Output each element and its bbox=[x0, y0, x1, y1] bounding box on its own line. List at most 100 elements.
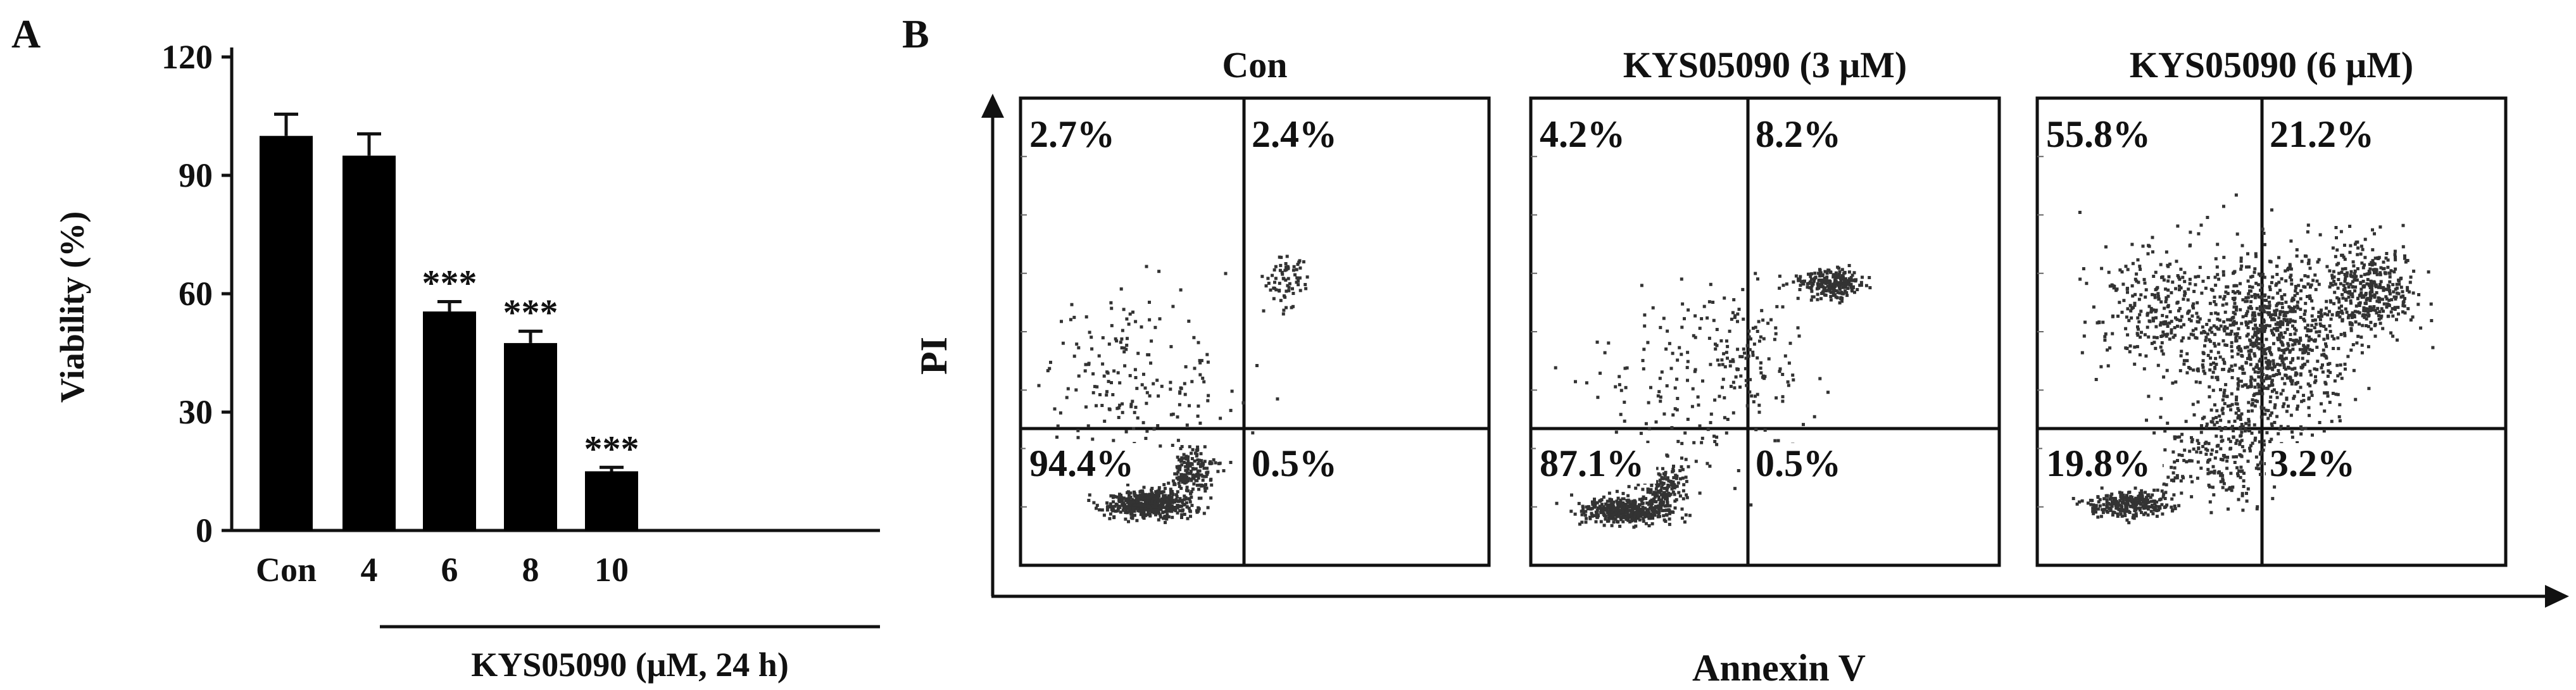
event-dot bbox=[1721, 363, 1725, 367]
event-dot bbox=[1169, 345, 1173, 349]
event-dot bbox=[1199, 452, 1203, 456]
event-dot bbox=[2237, 344, 2241, 348]
event-dot bbox=[2282, 363, 2286, 367]
event-dot bbox=[2208, 328, 2212, 332]
event-dot bbox=[2378, 322, 2382, 325]
event-dot bbox=[2291, 367, 2294, 371]
event-dot bbox=[1084, 405, 1088, 409]
event-dot bbox=[2133, 303, 2137, 307]
event-dot bbox=[2386, 315, 2390, 318]
event-dot bbox=[2311, 306, 2315, 310]
event-dot bbox=[2299, 386, 2303, 389]
event-dot bbox=[1143, 499, 1147, 503]
event-dot bbox=[1617, 511, 1621, 515]
event-dot bbox=[2197, 447, 2201, 450]
event-dot bbox=[2394, 295, 2398, 299]
event-dot bbox=[1145, 505, 1148, 508]
event-dot bbox=[1190, 380, 1194, 384]
event-dot bbox=[1714, 347, 1718, 351]
event-dot bbox=[1669, 480, 1673, 483]
event-dot bbox=[2173, 506, 2177, 510]
event-dot bbox=[1671, 510, 1675, 514]
event-dot bbox=[2359, 282, 2363, 285]
event-dot bbox=[1638, 498, 1642, 501]
event-dot bbox=[1124, 511, 1128, 514]
event-dot bbox=[2324, 354, 2328, 358]
event-dot bbox=[2380, 298, 2384, 301]
event-dot bbox=[2239, 349, 2243, 353]
event-dot bbox=[1651, 510, 1655, 513]
event-dot bbox=[2216, 444, 2220, 448]
event-dot bbox=[2136, 325, 2139, 329]
event-dot bbox=[1618, 383, 1621, 387]
event-dot bbox=[2219, 418, 2223, 422]
event-dot bbox=[1189, 472, 1192, 475]
event-dot bbox=[2378, 273, 2382, 277]
event-dot bbox=[1141, 515, 1145, 519]
event-dot bbox=[2327, 369, 2330, 373]
event-dot bbox=[2203, 330, 2207, 334]
event-dot bbox=[2378, 310, 2382, 313]
event-dot bbox=[2236, 472, 2240, 475]
event-dot bbox=[2226, 318, 2230, 322]
event-dot bbox=[1641, 511, 1645, 515]
event-dot bbox=[2394, 297, 2397, 301]
event-dot bbox=[1053, 407, 1057, 411]
event-dot bbox=[2256, 336, 2259, 340]
event-dot bbox=[2293, 305, 2296, 309]
event-dot bbox=[1631, 505, 1635, 508]
event-dot bbox=[2188, 282, 2192, 285]
event-dot bbox=[2294, 286, 2298, 290]
event-dot bbox=[2281, 361, 2285, 365]
event-dot bbox=[2271, 374, 2275, 377]
event-dot bbox=[1117, 505, 1121, 508]
event-dot bbox=[2146, 252, 2150, 256]
event-dot bbox=[1167, 496, 1170, 500]
event-dot bbox=[1668, 517, 1671, 521]
event-dot bbox=[2163, 448, 2167, 452]
event-dot bbox=[2393, 306, 2397, 310]
event-dot bbox=[2351, 311, 2354, 315]
event-dot bbox=[2112, 286, 2116, 290]
event-dot bbox=[2166, 279, 2170, 283]
event-dot bbox=[1738, 386, 1742, 389]
event-dot bbox=[1157, 270, 1161, 273]
event-dot bbox=[2296, 306, 2300, 310]
event-dot bbox=[2391, 314, 2395, 318]
event-dot bbox=[1140, 503, 1143, 506]
event-dot bbox=[2107, 270, 2111, 274]
event-dot bbox=[1204, 483, 1207, 487]
event-dot bbox=[2151, 250, 2154, 254]
event-dot bbox=[1295, 268, 1298, 272]
event-dot bbox=[2192, 302, 2196, 306]
event-dot bbox=[2397, 279, 2401, 283]
event-dot bbox=[2223, 361, 2227, 365]
event-dot bbox=[1654, 510, 1657, 513]
event-dot bbox=[2358, 304, 2361, 307]
event-dot bbox=[2359, 274, 2363, 278]
event-dot bbox=[2218, 295, 2222, 299]
event-dot bbox=[2214, 356, 2218, 360]
event-dot bbox=[1844, 280, 1848, 284]
event-dot bbox=[1616, 501, 1619, 505]
event-dot bbox=[1595, 508, 1599, 512]
event-dot bbox=[2136, 316, 2140, 320]
event-dot bbox=[2253, 330, 2257, 334]
event-dot bbox=[1792, 378, 1795, 382]
event-dot bbox=[2232, 320, 2236, 323]
event-dot bbox=[1278, 282, 1281, 285]
event-dot bbox=[1105, 508, 1109, 512]
event-dot bbox=[1636, 508, 1640, 511]
event-dot bbox=[2163, 506, 2166, 510]
event-dot bbox=[2256, 399, 2259, 403]
event-dot bbox=[2241, 425, 2245, 429]
event-dot bbox=[1846, 287, 1850, 291]
event-dot bbox=[2254, 455, 2258, 459]
event-dot bbox=[1111, 496, 1115, 499]
event-dot bbox=[2239, 475, 2242, 479]
event-dot bbox=[2125, 315, 2128, 319]
event-dot bbox=[2161, 330, 2165, 334]
event-dot bbox=[1133, 503, 1136, 507]
event-dot bbox=[2165, 503, 2169, 507]
event-dot bbox=[2230, 376, 2234, 380]
